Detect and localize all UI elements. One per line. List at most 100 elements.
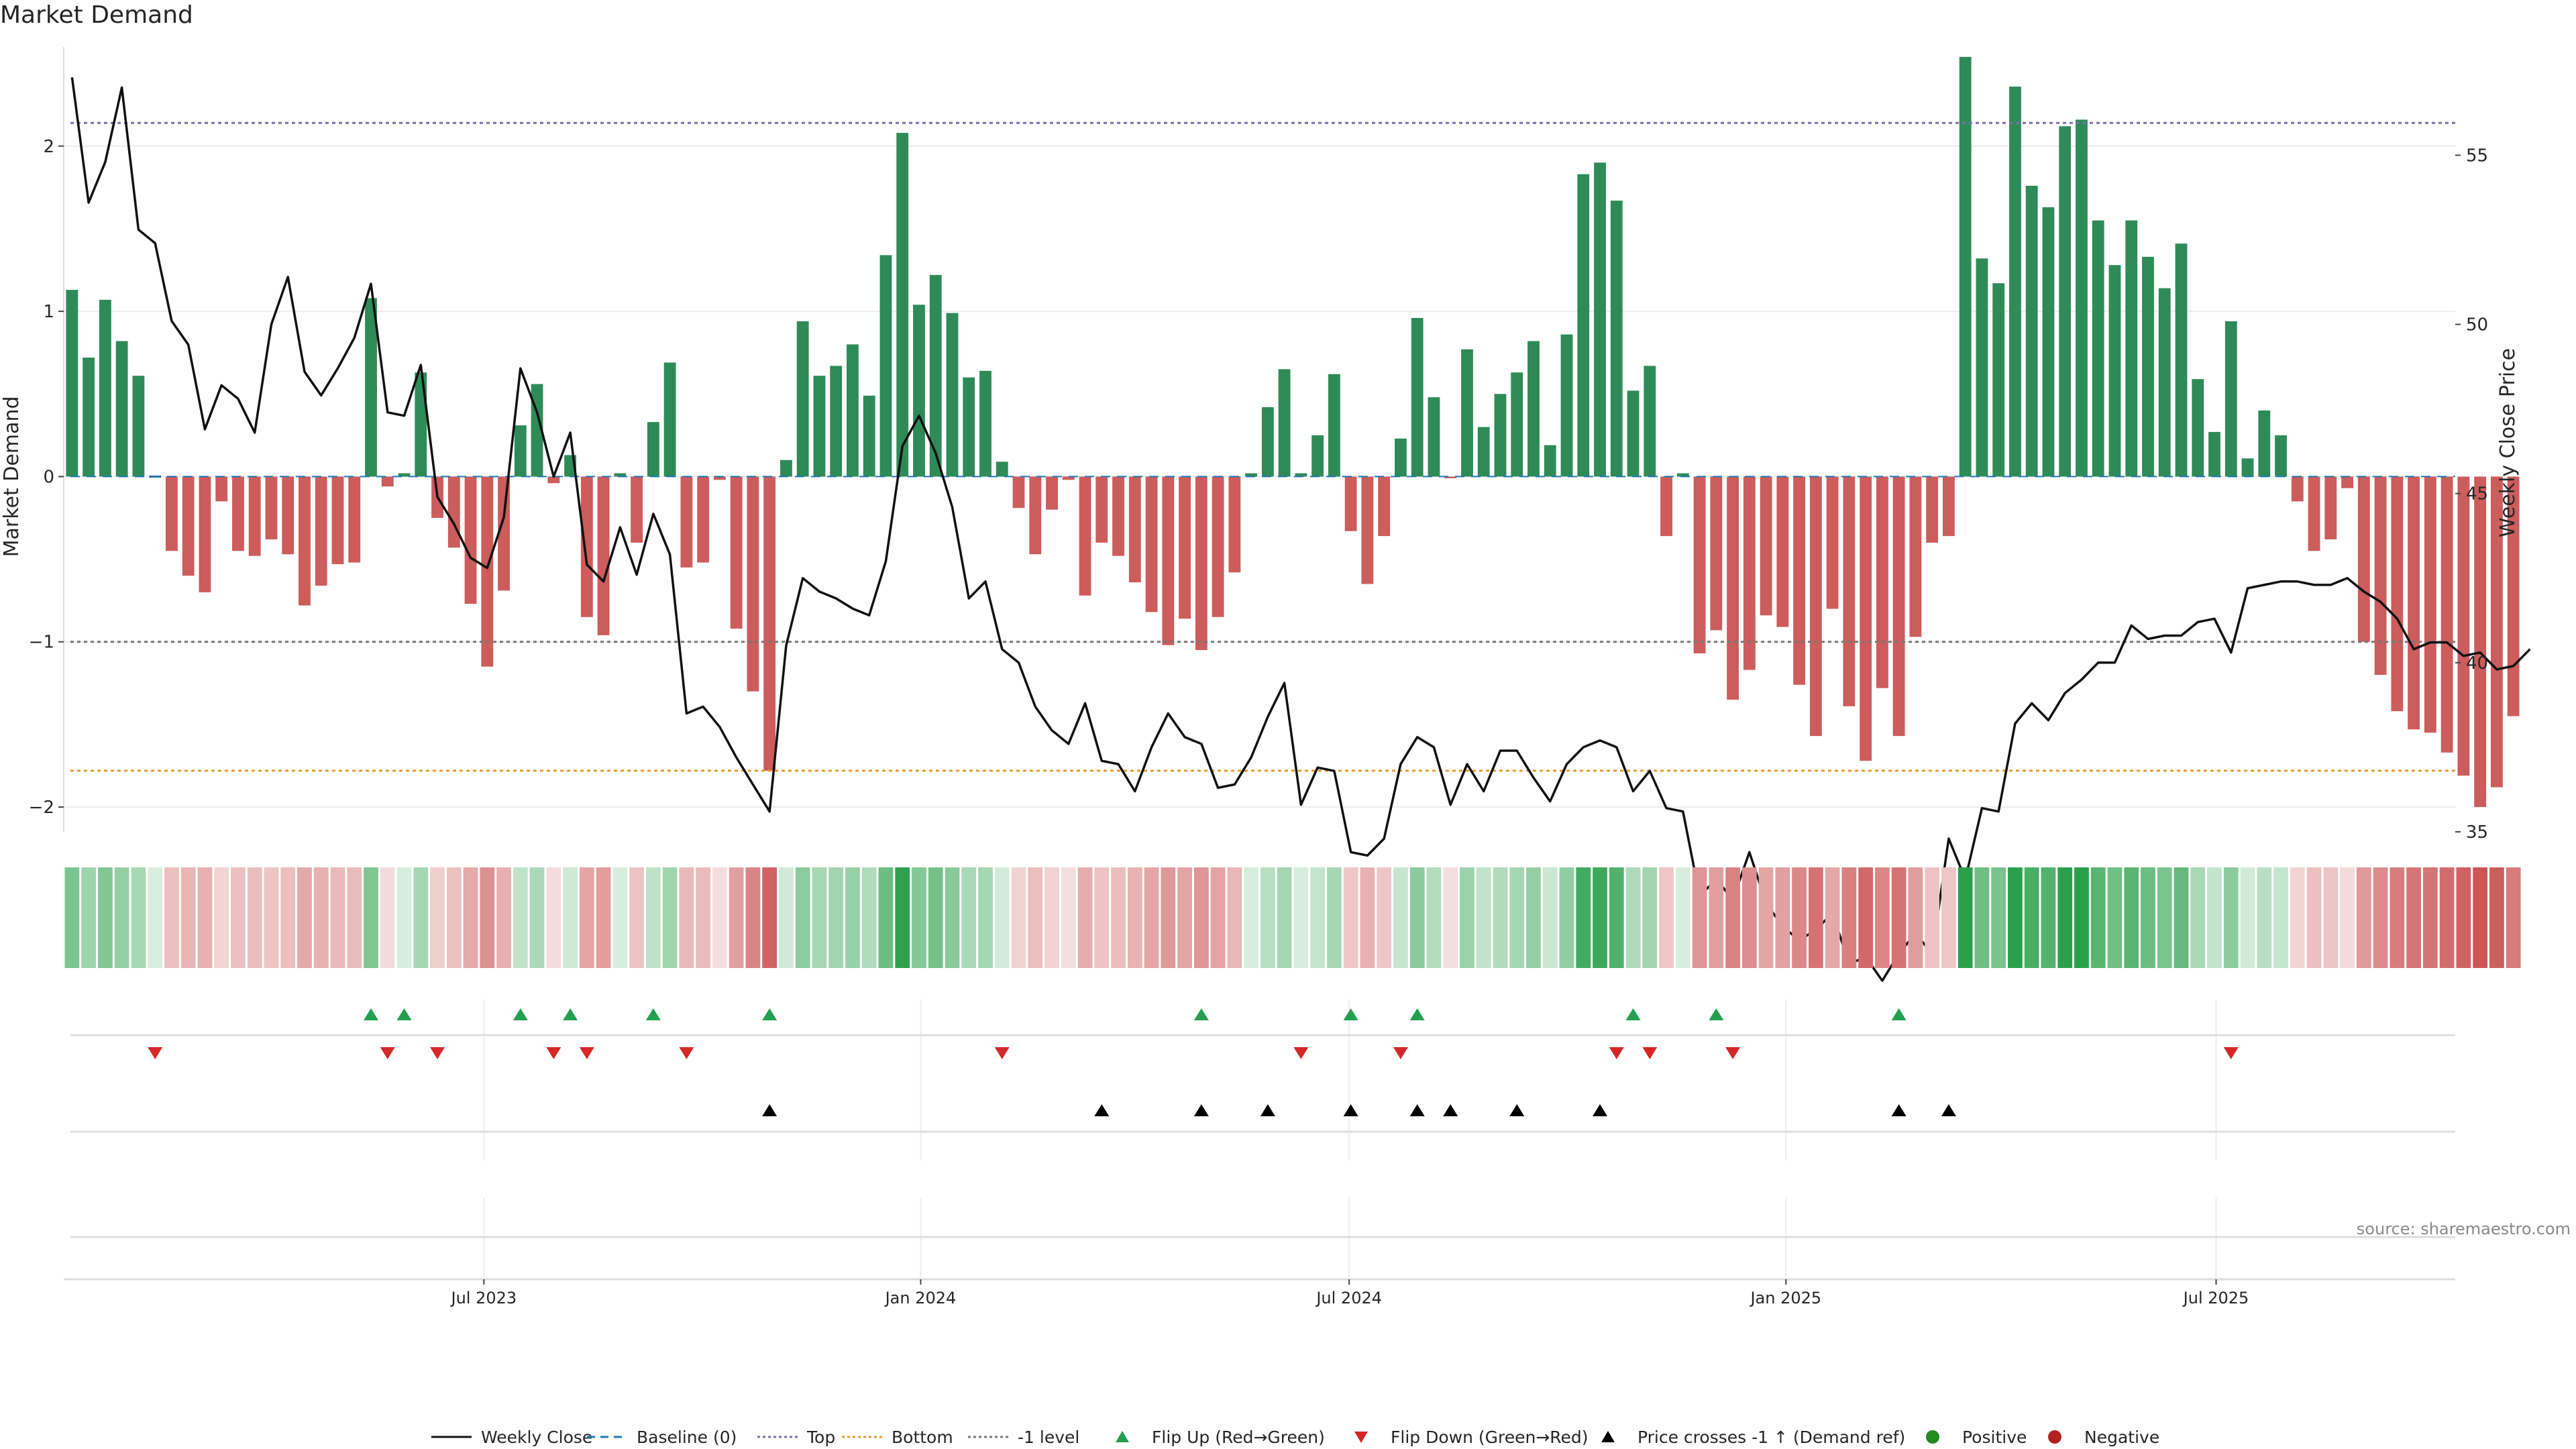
heat-cell: [1193, 867, 1209, 968]
demand-bar: [1876, 476, 1888, 688]
y2-axis-label: Weekly Close Price: [2496, 348, 2520, 537]
demand-bar: [780, 460, 792, 477]
demand-bar: [614, 473, 627, 477]
price-cross-marker: [1593, 1104, 1608, 1116]
demand-bar: [2142, 256, 2154, 477]
flip-down-marker: [1725, 1047, 1741, 1059]
heat-cell: [2107, 867, 2123, 968]
heat-cell: [2506, 867, 2521, 968]
heat-cell: [347, 867, 362, 968]
heat-cell: [1061, 867, 1076, 968]
heat-cell: [1692, 867, 1707, 968]
heat-cell: [1941, 867, 1956, 968]
heat-cell: [496, 867, 511, 968]
heat-cell: [1227, 867, 1242, 968]
heat-cell: [696, 867, 711, 968]
heat-cell: [1011, 867, 1026, 968]
heat-cell: [2057, 867, 2073, 968]
heat-cell: [579, 867, 594, 968]
heat-cell: [1509, 867, 1525, 968]
flip-up-marker: [396, 1008, 412, 1020]
heat-cell: [247, 867, 262, 968]
legend-triangle-down-marker: [1354, 1432, 1368, 1443]
demand-bar: [166, 476, 178, 551]
demand-bar: [2374, 476, 2387, 675]
legend-label: -1 level: [1018, 1428, 1079, 1447]
heat-cell: [2257, 867, 2272, 968]
demand-bar: [2175, 244, 2188, 477]
legend-label: Negative: [2084, 1428, 2159, 1447]
flip-up-marker: [645, 1008, 661, 1020]
demand-bar: [1809, 476, 1822, 737]
demand-bar: [1644, 366, 1656, 477]
heat-cell: [912, 867, 926, 968]
heat-cell: [762, 867, 777, 968]
flip-down-marker: [430, 1047, 445, 1059]
heat-cell: [1974, 867, 1990, 968]
demand-bar: [631, 476, 643, 543]
heat-cell: [2041, 867, 2056, 968]
heat-cell: [2273, 867, 2288, 968]
demand-bar: [83, 358, 95, 477]
demand-bar: [66, 290, 78, 477]
demand-bar: [713, 476, 726, 480]
demand-bar: [580, 476, 593, 617]
demand-bar: [2076, 119, 2088, 477]
demand-bar: [913, 305, 925, 477]
heat-cell: [2090, 867, 2106, 968]
demand-bar: [1128, 476, 1141, 583]
demand-bar: [1727, 476, 1739, 700]
demand-bar: [1660, 476, 1672, 537]
demand-bar: [1328, 374, 1340, 477]
heat-cell: [131, 867, 146, 968]
heat-cell: [1675, 867, 1690, 968]
flip-up-marker: [1891, 1008, 1907, 1020]
heat-cell: [1709, 867, 1724, 968]
price-cross-marker: [1094, 1104, 1110, 1116]
flip-up-marker: [364, 1008, 379, 1020]
flip-up-marker: [1343, 1008, 1358, 1020]
demand-bar: [1179, 476, 1191, 619]
demand-bar: [498, 476, 510, 591]
demand-bar: [1610, 201, 1623, 477]
demand-bar: [1062, 476, 1075, 480]
heat-cell: [2373, 867, 2388, 968]
heat-cell: [197, 867, 213, 968]
demand-bar: [2474, 476, 2487, 808]
heat-cell: [861, 867, 877, 968]
heat-cell: [148, 867, 163, 968]
heat-cell: [1343, 867, 1358, 968]
y-axis-label: Market Demand: [0, 396, 23, 557]
demand-bar: [1544, 445, 1556, 477]
demand-bar: [1245, 473, 1258, 477]
demand-bar: [1676, 473, 1689, 477]
heat-cell: [2223, 867, 2239, 968]
demand-bar: [1145, 476, 1158, 612]
heat-cell: [2240, 867, 2255, 968]
demand-bar: [1112, 476, 1124, 556]
heat-cell: [828, 867, 844, 968]
legend-label: Top: [806, 1428, 835, 1447]
demand-bar: [946, 313, 959, 477]
weekly-close-line: [70, 77, 2531, 982]
heat-cell: [1808, 867, 1823, 968]
heat-cell: [1559, 867, 1574, 968]
demand-bar: [2258, 410, 2271, 477]
demand-bar: [1477, 427, 1490, 477]
y2-tick-label: 40: [2466, 653, 2488, 674]
demand-bar: [1892, 476, 1905, 737]
legend-label: Positive: [1962, 1428, 2027, 1447]
heat-cell: [1542, 867, 1558, 968]
heat-cell: [513, 867, 528, 968]
heat-cell: [629, 867, 644, 968]
demand-bar: [2391, 476, 2404, 712]
legend-label: Price crosses -1 ↑ (Demand ref): [1638, 1428, 1905, 1447]
demand-bar: [1511, 372, 1523, 477]
heat-cell: [961, 867, 977, 968]
price-cross-marker: [762, 1104, 777, 1116]
heat-cell: [1044, 867, 1059, 968]
heat-cell: [1161, 867, 1176, 968]
heat-cell: [1825, 867, 1840, 968]
demand-bar: [365, 298, 377, 477]
flip-down-marker: [1293, 1047, 1309, 1059]
